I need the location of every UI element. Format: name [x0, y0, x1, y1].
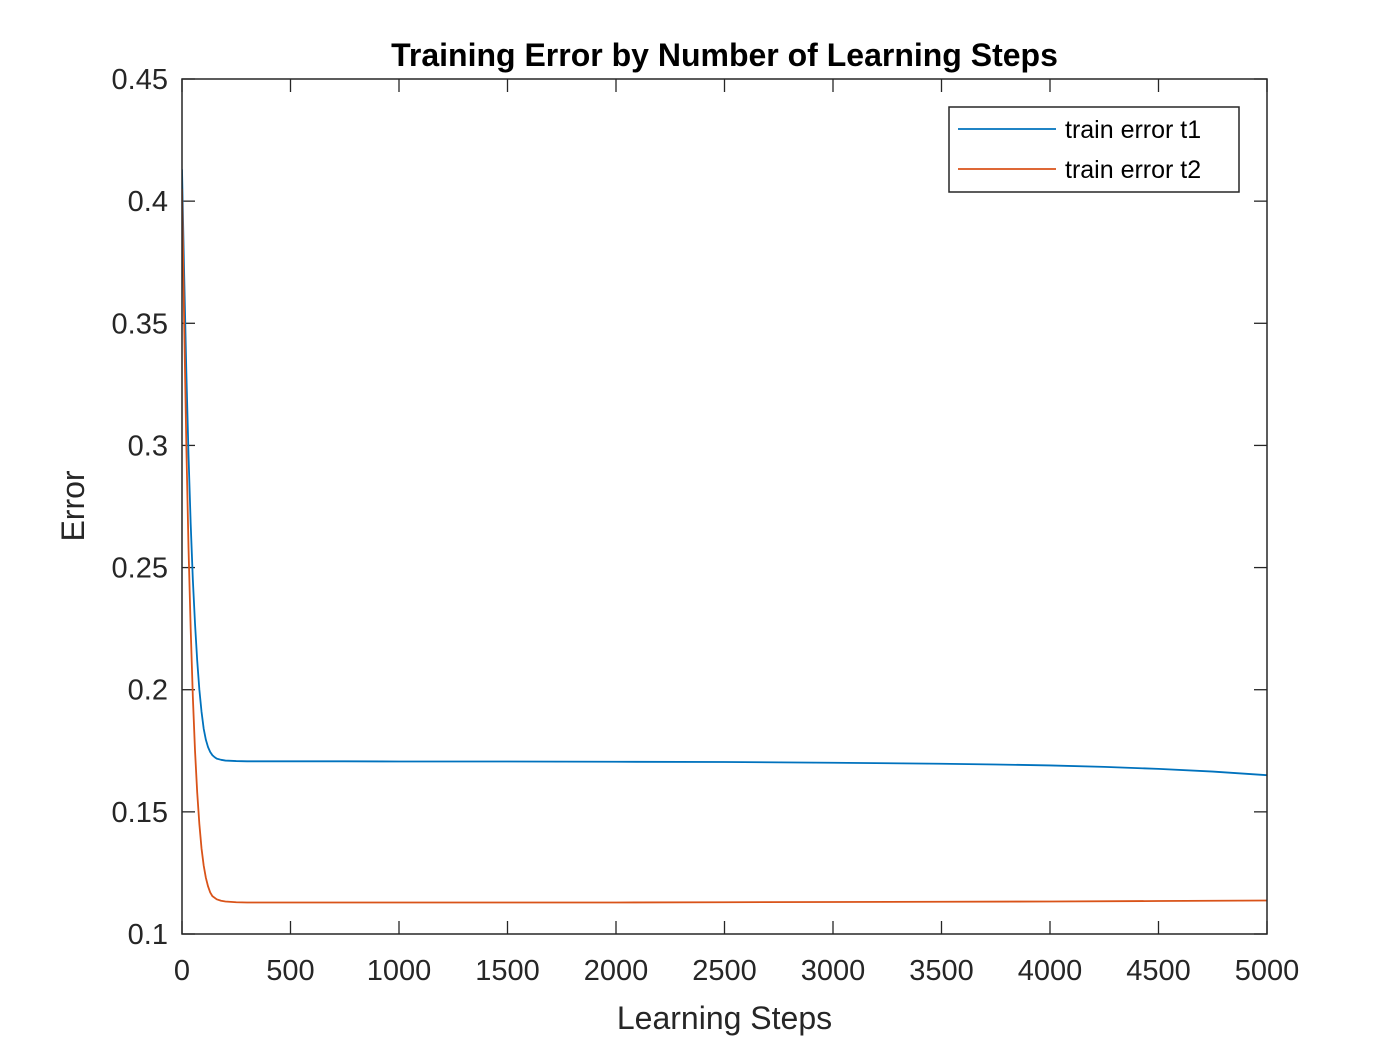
legend: train error t1 train error t2: [948, 106, 1240, 193]
x-tick-label: 1000: [367, 955, 432, 987]
x-tick-label: 500: [266, 955, 314, 987]
x-tick-labels: 0 500 1000 1500 2000 2500 3000 3500 4000 4500 5000: [174, 955, 1299, 987]
y-tick-label: 0.3: [128, 430, 168, 462]
x-tick-label: 1500: [475, 955, 540, 987]
x-tick-label: 5000: [1235, 955, 1300, 987]
legend-label-t1: train error t1: [1065, 116, 1201, 144]
legend-label-t2: train error t2: [1065, 156, 1201, 184]
x-tick-label: 2000: [584, 955, 649, 987]
y-axis-label: Error: [55, 470, 91, 541]
y-tick-label: 0.35: [112, 308, 168, 340]
chart-title: Training Error by Number of Learning Ste…: [391, 37, 1058, 73]
series-line-2: [182, 188, 1267, 904]
x-axis-label: Learning Steps: [617, 1000, 832, 1036]
y-tick-label: 0.1: [128, 919, 168, 951]
x-tick-label: 0: [174, 955, 190, 987]
x-tick-label: 3500: [909, 955, 974, 987]
y-tick-label: 0.4: [128, 186, 168, 218]
x-tick-label: 4000: [1018, 955, 1083, 987]
plot-area: [182, 79, 1267, 934]
y-tick-label: 0.15: [112, 797, 168, 829]
y-tick-label: 0.45: [112, 64, 168, 96]
x-tick-label: 2500: [692, 955, 757, 987]
x-tick-label: 3000: [801, 955, 866, 987]
series-lines: [182, 169, 1267, 904]
legend-box: [948, 106, 1240, 193]
y-tick-label: 0.25: [112, 553, 168, 585]
y-tick-labels: 0.1 0.15 0.2 0.25 0.3 0.35 0.4 0.45: [112, 64, 168, 951]
y-tick-label: 0.2: [128, 675, 168, 707]
plot-frame: [181, 78, 1268, 935]
series-line-1: [182, 169, 1267, 777]
x-tick-label: 4500: [1126, 955, 1191, 987]
